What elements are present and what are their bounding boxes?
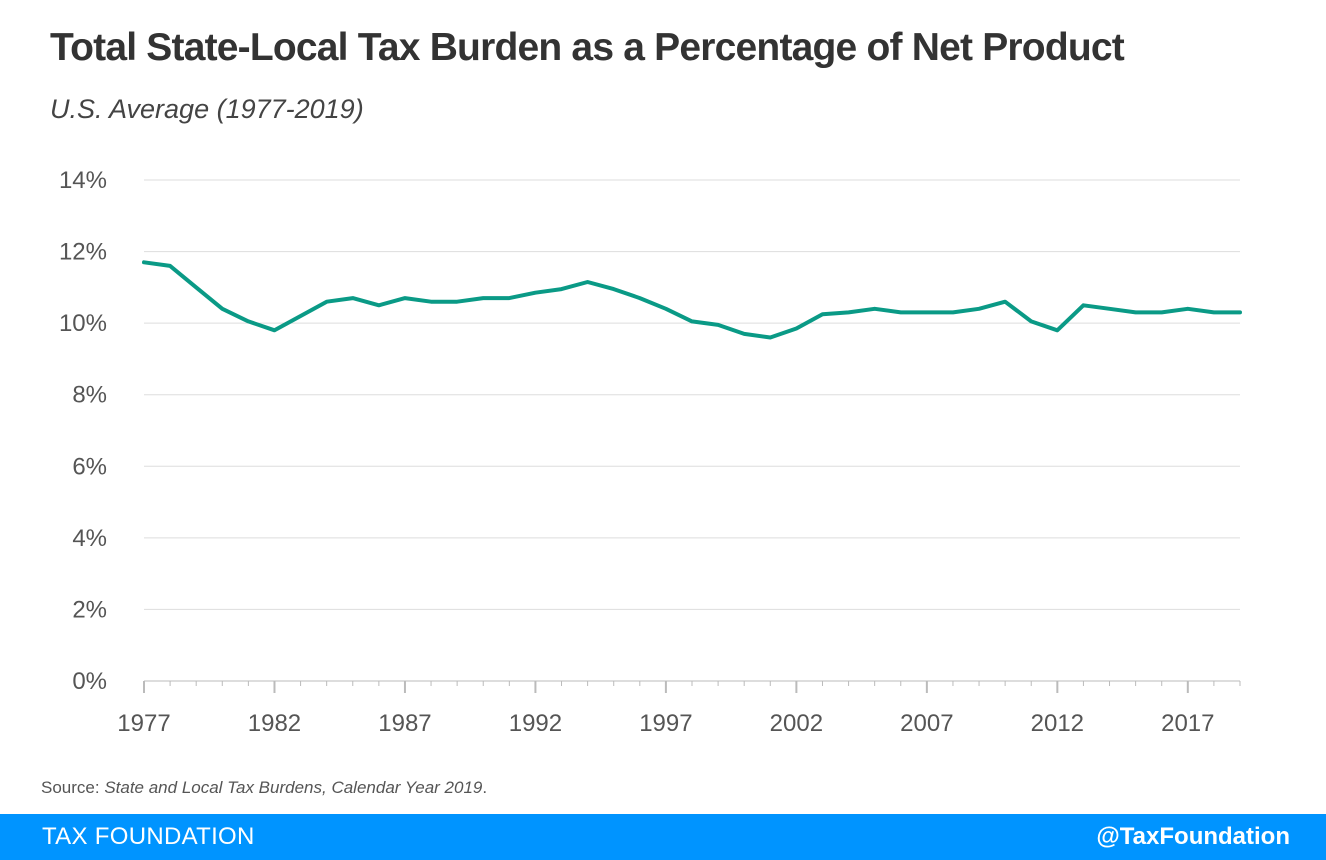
- x-tick-label: 2002: [770, 710, 823, 737]
- y-axis-tick-labels: 0% 2% 4% 6% 8% 10% 12% 14%: [59, 167, 107, 695]
- x-axis: [143, 680, 1241, 693]
- x-tick-label: 1987: [378, 710, 431, 737]
- series-line-0: [142, 260, 1242, 340]
- y-tick-label: 14%: [59, 167, 107, 194]
- y-tick-label: 6%: [72, 453, 107, 480]
- source-label: Source:: [41, 778, 105, 797]
- line-chart: 0% 2% 4% 6% 8% 10% 12% 14% 1977 1982 1987 1992 1997…: [59, 167, 1242, 737]
- footer-handle: @TaxFoundation: [1096, 823, 1290, 850]
- chart-title: Total State-Local Tax Burden as a Percen…: [50, 26, 1125, 69]
- footer-brand: TAX FOUNDATION: [42, 823, 255, 850]
- y-tick-label: 2%: [72, 596, 107, 623]
- x-axis-tick-labels: 1977 1982 1987 1992 1997 2002 2007 2012 2017: [117, 710, 1214, 737]
- y-tick-label: 8%: [72, 382, 107, 409]
- y-tick-label: 12%: [59, 239, 107, 266]
- x-tick-label: 1977: [117, 710, 170, 737]
- x-tick-label: 1982: [248, 710, 301, 737]
- x-tick-label: 1997: [639, 710, 692, 737]
- x-tick-label: 2007: [900, 710, 953, 737]
- gridlines: [144, 179, 1240, 610]
- y-tick-label: 0%: [72, 668, 107, 695]
- chart-subtitle: U.S. Average (1977-2019): [50, 94, 364, 124]
- footer-bar: TAX FOUNDATION @TaxFoundation: [0, 814, 1326, 860]
- x-tick-label: 2017: [1161, 710, 1214, 737]
- source-title: State and Local Tax Burdens, Calendar Ye…: [104, 778, 483, 797]
- source-suffix: .: [482, 778, 488, 797]
- source-note: Source: State and Local Tax Burdens, Cal…: [41, 778, 487, 798]
- x-tick-label: 2012: [1031, 710, 1084, 737]
- series-layer: [142, 260, 1242, 340]
- x-tick-label: 1992: [509, 710, 562, 737]
- y-tick-label: 10%: [59, 310, 107, 337]
- y-tick-label: 4%: [72, 525, 107, 552]
